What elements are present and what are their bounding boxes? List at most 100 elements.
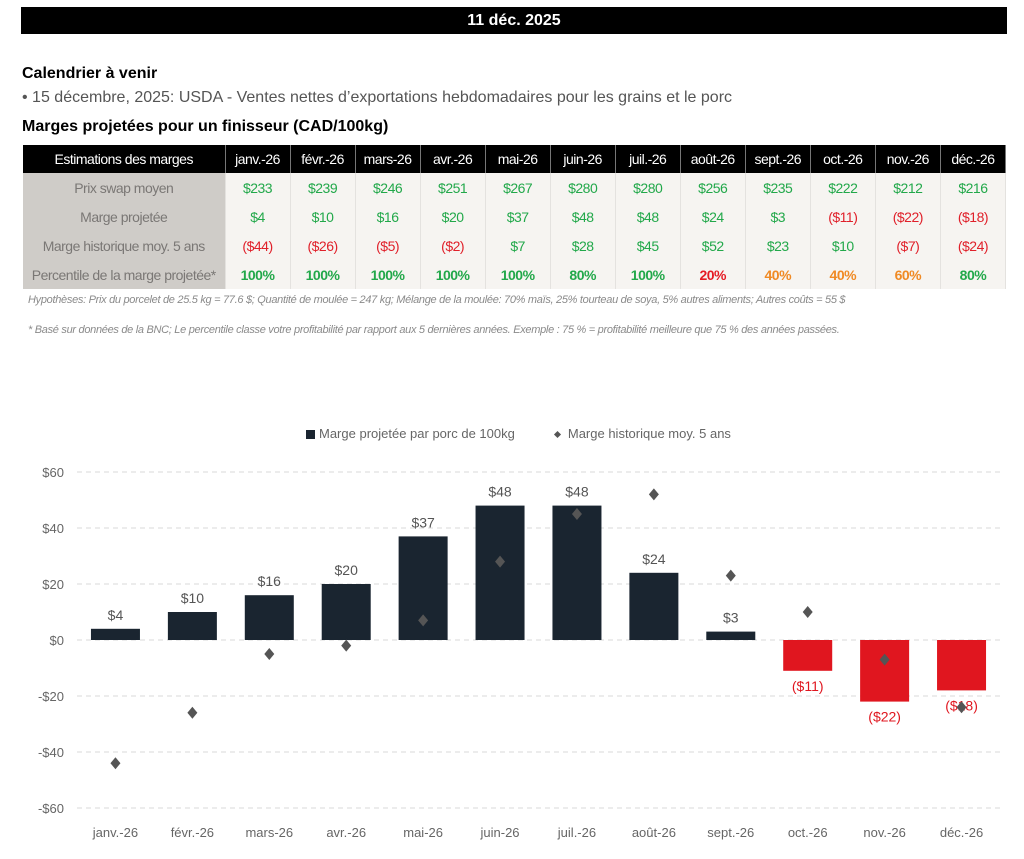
x-tick-label: sept.-26 — [707, 825, 754, 840]
table-cell: $24 — [680, 202, 746, 231]
table-header-row: Estimations des marges janv.-26 févr.-26 m… — [23, 145, 1007, 173]
table-cell: $7 — [485, 231, 551, 260]
marker-diamond — [571, 508, 582, 520]
margin-chart: $60 $40 $20 $0 -$20 -$40 -$60 $4 $10 $16 $20 $37 $4… — [38, 465, 1000, 840]
marker-diamond — [110, 757, 121, 770]
table-cell: $10 — [290, 202, 356, 231]
x-tick-label: août-26 — [632, 825, 676, 840]
table-cell: 100% — [420, 260, 486, 289]
table-cell: 100% — [485, 260, 551, 289]
x-axis-ticks: janv.-26 févr.-26 mars-26 avr.-26 mai-26 juin… — [92, 825, 983, 840]
bar-value-label: ($22) — [868, 709, 901, 725]
calendar-title: Calendrier à venir — [22, 65, 158, 82]
table-cell: $20 — [420, 202, 486, 231]
marker-diamond — [725, 569, 736, 582]
table-cell: ($18) — [940, 202, 1007, 231]
x-tick-label: nov.-26 — [863, 825, 905, 840]
hypotheses-note: Hypothèses: Prix du porcelet de 25.5 kg … — [28, 294, 846, 306]
table-cell: ($11) — [810, 202, 876, 231]
table-cell: $280 — [615, 173, 681, 202]
bar — [475, 505, 525, 640]
markers — [110, 488, 967, 770]
bar — [321, 584, 371, 640]
table-cell: $48 — [550, 202, 616, 231]
table-cell: $16 — [355, 202, 421, 231]
bar-value-label: $20 — [335, 562, 359, 578]
bar — [783, 640, 833, 671]
x-tick-label: juil.-26 — [557, 825, 596, 840]
table-cell: 100% — [290, 260, 356, 289]
marker-diamond — [802, 606, 813, 618]
marker-diamond — [341, 639, 352, 652]
table-cell: $212 — [875, 173, 941, 202]
bar-value-label: $10 — [181, 590, 205, 606]
table-cell: $251 — [420, 173, 486, 202]
y-tick-label: -$60 — [38, 801, 64, 816]
legend-item-bars: Marge projetée par porc de 100kg — [306, 426, 515, 441]
marker-diamond — [495, 555, 506, 568]
y-axis-ticks: $60 $40 $20 $0 -$20 -$40 -$60 — [38, 465, 64, 816]
y-tick-label: -$20 — [38, 689, 64, 704]
table-header-month: oct.-26 — [810, 145, 876, 173]
table-cell: ($5) — [355, 231, 421, 260]
marker-diamond — [956, 701, 967, 714]
table-cell: $256 — [680, 173, 746, 202]
calendar-item: • 15 décembre, 2025: USDA - Ventes nette… — [22, 89, 733, 106]
row-label: Marge projetée — [23, 202, 226, 231]
bar — [706, 631, 756, 640]
table-row: Percentile de la marge projetée* 100% 100%… — [23, 260, 1007, 289]
table-cell: $4 — [225, 202, 291, 231]
table-cell: $222 — [810, 173, 876, 202]
table-cell: $28 — [550, 231, 616, 260]
bar — [937, 640, 987, 691]
x-tick-label: déc.-26 — [940, 825, 983, 840]
bar-value-label: $24 — [642, 551, 666, 567]
bar — [629, 572, 679, 640]
bar-value-label: $48 — [565, 484, 589, 500]
table-header-label: Estimations des marges — [23, 145, 226, 173]
table-header-month: févr.-26 — [290, 145, 356, 173]
legend-diamond-icon — [553, 431, 561, 439]
y-tick-label: $60 — [42, 465, 64, 480]
table-cell: 100% — [615, 260, 681, 289]
table-header-month: déc.-26 — [940, 145, 1007, 173]
table-header-month: mars-26 — [355, 145, 421, 173]
x-tick-label: oct.-26 — [788, 825, 828, 840]
table-cell: $239 — [290, 173, 356, 202]
table-cell: $235 — [745, 173, 811, 202]
table-cell: 100% — [225, 260, 291, 289]
bar — [244, 595, 294, 640]
legend-label-markers: Marge historique moy. 5 ans — [567, 426, 731, 441]
margins-table: Estimations des marges janv.-26 févr.-26 m… — [23, 145, 1007, 289]
legend-label-bars: Marge projetée par porc de 100kg — [319, 426, 515, 441]
table-cell: $23 — [745, 231, 811, 260]
table-cell: ($7) — [875, 231, 941, 260]
table-cell: 100% — [355, 260, 421, 289]
bar — [552, 505, 602, 640]
bars — [90, 505, 987, 702]
bar-value-label: $16 — [258, 573, 282, 589]
bar — [860, 640, 910, 702]
marker-diamond — [264, 648, 275, 660]
table-cell: ($44) — [225, 231, 291, 260]
table-header-month: juil.-26 — [615, 145, 681, 173]
table-cell: $37 — [485, 202, 551, 231]
table-header-month: janv.-26 — [225, 145, 291, 173]
row-label: Marge historique moy. 5 ans — [23, 231, 226, 260]
bar-labels: $4$10$16$20$37$48$48$24$3($11)($22)($18) — [108, 484, 978, 725]
footnote: * Basé sur données de la BNC; Le percent… — [28, 324, 840, 336]
table-header-month: août-26 — [680, 145, 746, 173]
table-cell: 40% — [745, 260, 811, 289]
x-tick-label: févr.-26 — [171, 825, 214, 840]
table-cell: 20% — [680, 260, 746, 289]
marker-diamond — [648, 488, 659, 501]
table-cell: 40% — [810, 260, 876, 289]
x-tick-label: avr.-26 — [326, 825, 366, 840]
bar-value-label: $48 — [488, 484, 512, 500]
row-label: Prix swap moyen — [23, 173, 226, 202]
table-cell: $216 — [940, 173, 1007, 202]
table-header-month: sept.-26 — [745, 145, 811, 173]
y-tick-label: $0 — [50, 633, 64, 648]
section-title: Marges projetées pour un finisseur (CAD/… — [22, 118, 389, 135]
bar-value-label: $3 — [723, 610, 739, 626]
